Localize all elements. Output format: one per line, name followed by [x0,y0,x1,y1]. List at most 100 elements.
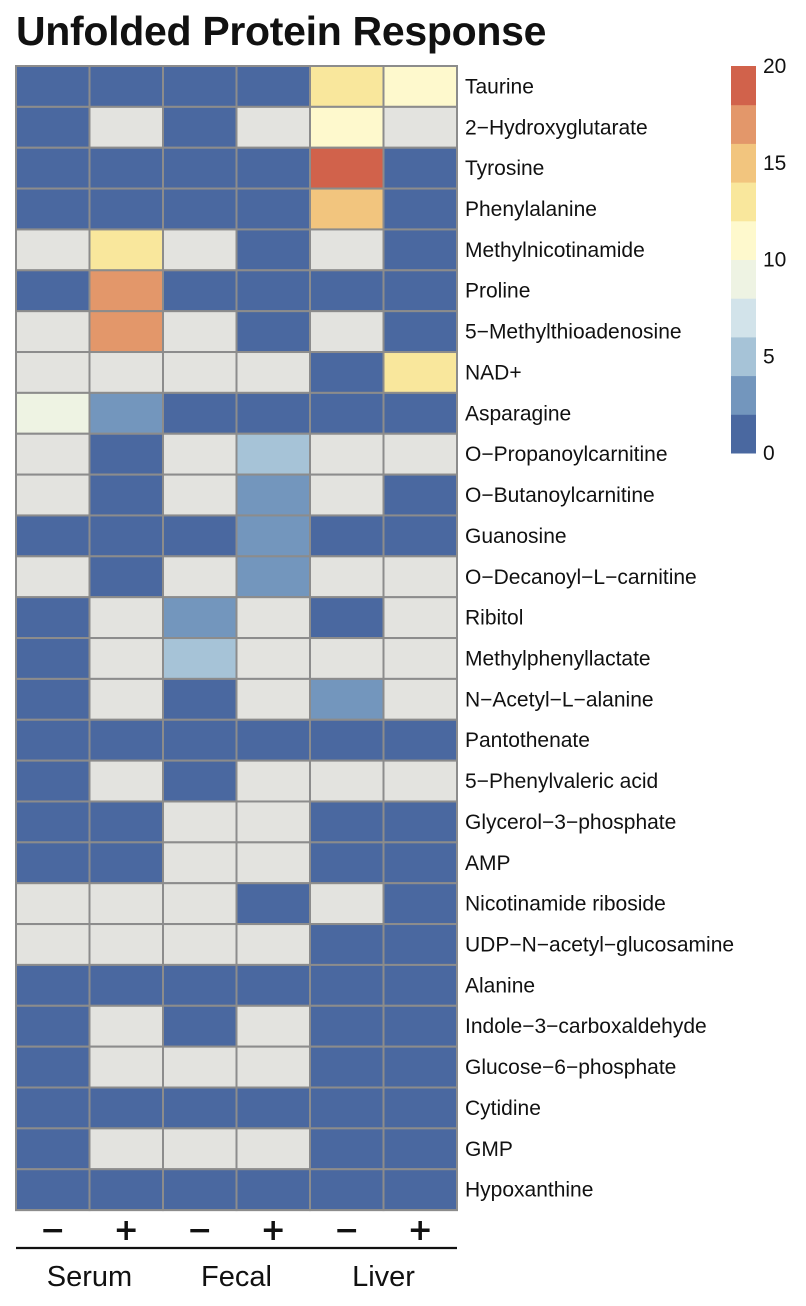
row-label: O−Butanoylcarnitine [465,484,655,507]
heatmap-cell [309,800,385,844]
heatmap-cell [382,1086,458,1130]
heatmap-cell [235,432,311,476]
heatmap-cell [15,759,91,803]
heatmap-cell [235,923,311,966]
heatmap-cell [15,882,91,926]
heatmap-cell [15,1168,91,1212]
legend-tick-label: 10 [763,249,786,272]
heatmap-cell [88,800,164,844]
heatmap-cell [162,187,238,231]
heatmap-cell [15,391,91,435]
heatmap-cell [382,473,458,517]
heatmap-cell [382,759,458,803]
row-label: O−Decanoyl−L−carnitine [465,566,697,589]
heatmap-cell [235,391,311,435]
heatmap-cell [235,759,311,803]
column-sign-label: − [187,1213,212,1248]
heatmap-cell [235,963,311,1007]
row-label: Alanine [465,974,535,997]
heatmap-cell [309,310,385,354]
legend-color-swatch [731,66,756,106]
heatmap-cell [309,882,385,926]
heatmap-cell [382,391,458,435]
heatmap-cell [15,637,91,680]
heatmap-cell [309,65,385,108]
heatmap-cell [382,637,458,680]
heatmap-cell [309,555,385,599]
row-label: Cytidine [465,1097,541,1120]
heatmap-cell [88,65,164,108]
heatmap-cell [15,677,91,721]
heatmap-cell [88,1004,164,1048]
heatmap-cell [235,351,311,394]
heatmap-cell [235,841,311,885]
heatmap-cell [162,351,238,394]
heatmap-cell [162,269,238,313]
row-label: Phenylalanine [465,198,597,221]
heatmap-cell [235,105,311,149]
heatmap-cell [309,269,385,313]
column-sign-label: − [334,1213,359,1248]
heatmap-cell [88,718,164,762]
row-label: N−Acetyl−L−alanine [465,688,654,711]
row-label: Glucose−6−phosphate [465,1056,676,1079]
heatmap-cell [162,1168,238,1212]
heatmap-cell [15,718,91,762]
heatmap-cell [382,105,458,149]
heatmap-cell [309,514,385,558]
heatmap-cell [15,269,91,313]
legend-tick-label: 0 [763,442,775,465]
heatmap-cell [15,228,91,272]
heatmap-cell [15,923,91,966]
row-label: Methylnicotinamide [465,239,645,262]
heatmap-cell [309,759,385,803]
heatmap-cell [309,963,385,1007]
legend-color-swatch [731,220,756,260]
heatmap-cell [235,1168,311,1212]
row-label: Tyrosine [465,157,544,180]
heatmap-cell [88,759,164,803]
heatmap-cell [162,759,238,803]
legend-color-swatch [731,104,756,144]
heatmap-cell [309,105,385,149]
row-label: Nicotinamide riboside [465,893,666,916]
heatmap-cell [235,1086,311,1130]
heatmap-cell [15,841,91,885]
heatmap-cell [309,146,385,190]
heatmap-cell [162,677,238,721]
heatmap-cell [162,882,238,926]
heatmap-cell [88,963,164,1007]
heatmap-cell [88,637,164,680]
heatmap-cell [15,65,91,108]
legend-color-swatch [731,414,756,454]
heatmap-cell [309,1086,385,1130]
heatmap-cell [382,1004,458,1048]
heatmap-cell [162,596,238,640]
heatmap-cell [15,596,91,640]
heatmap-cell [162,923,238,966]
heatmap-cell [235,1127,311,1171]
heatmap-cell [309,596,385,640]
group-labels: Serum Fecal Liver [47,1261,415,1293]
row-label: GMP [465,1138,513,1161]
row-label: 2−Hydroxyglutarate [465,116,648,139]
heatmap-cell [15,800,91,844]
heatmap-cell [15,1004,91,1048]
heatmap-cell [88,677,164,721]
row-label: NAD+ [465,361,522,384]
heatmap-border [15,65,458,1212]
row-labels: Taurine 2−Hydroxyglutarate Tyrosine Phenyla… [465,75,734,1201]
heatmap-cell [88,228,164,272]
row-label: Guanosine [465,525,567,548]
row-label: Glycerol−3−phosphate [465,811,676,834]
heatmap-cell [309,187,385,231]
heatmap-cell [235,555,311,599]
heatmap-cell [162,718,238,762]
heatmap-cell [88,1086,164,1130]
heatmap-cell [235,146,311,190]
row-label: Pantothenate [465,729,590,752]
heatmap-cell [309,1168,385,1212]
heatmap-cell [15,351,91,394]
heatmap-cell [162,1086,238,1130]
heatmap-cell [15,432,91,476]
